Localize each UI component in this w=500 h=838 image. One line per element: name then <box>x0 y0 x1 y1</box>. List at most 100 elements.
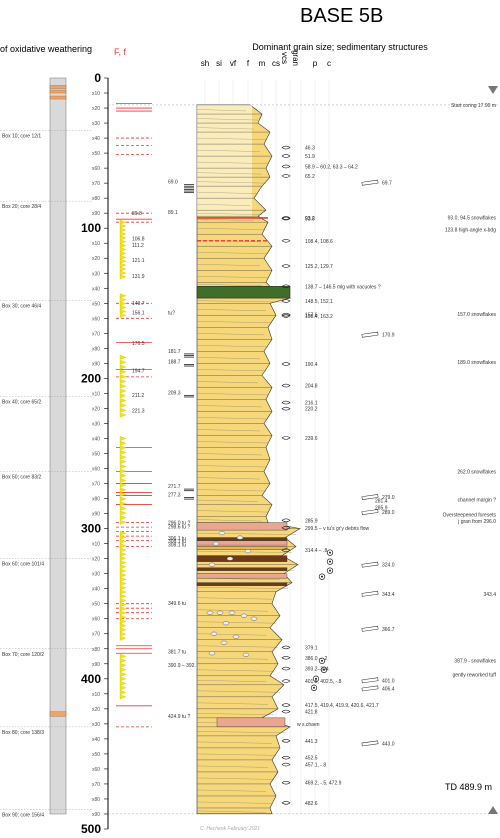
lamination-line <box>196 609 269 612</box>
depth-minor-label: x40 <box>92 587 100 593</box>
structure-label: 216.1 <box>305 401 318 407</box>
box-label: Box 50; core 83/2 <box>2 475 41 481</box>
credit: C. Hechenk February 2021 <box>200 826 260 832</box>
ff-label: 106.8 <box>132 236 145 242</box>
structure-label: 69.7 <box>382 181 392 187</box>
structure-label: 93.2 <box>305 216 315 222</box>
ff-arrow-icon <box>119 374 127 380</box>
structure-label: 138.7 – 146.5 mlg with vacuoles ? <box>305 284 381 290</box>
lamination-line <box>196 477 261 480</box>
ff-label: 149.7 <box>132 301 145 307</box>
ff-arrow-icon <box>119 477 127 483</box>
lamination-line <box>196 333 265 335</box>
box-label: Box 20; core 28/4 <box>2 204 41 210</box>
depth-minor-label: x40 <box>92 737 100 743</box>
ff-arrow-icon <box>119 407 127 413</box>
ff-arrow-icon <box>119 551 127 557</box>
tuff-interval <box>196 522 288 531</box>
ff-arrow-icon <box>119 412 127 418</box>
structure-label: 220.2 <box>305 407 318 413</box>
rip-up-clast-icon <box>361 509 379 515</box>
ripple-icon <box>281 703 291 707</box>
depth-minor-label: x90 <box>92 812 100 818</box>
lamination-line <box>196 645 279 648</box>
depth-minor-label: x80 <box>92 647 100 653</box>
lamination-line <box>196 551 293 553</box>
depth-minor-label: x60 <box>92 467 100 473</box>
depth-minor-label: x80 <box>92 497 100 503</box>
ripple-icon <box>281 284 291 289</box>
tephra-label: 308.1 tu <box>168 542 186 548</box>
depth-minor-label: x40 <box>92 136 100 142</box>
lamination-line <box>196 633 267 636</box>
depth-minor-label: x70 <box>92 331 100 337</box>
structure-label: 469.2, -.5, 472.9 <box>305 781 342 787</box>
lamination-line <box>196 753 277 756</box>
lamination-line <box>196 357 261 359</box>
ff-arrow-icon <box>119 393 127 399</box>
structure-label: 281.4 <box>375 499 388 505</box>
remark: Oversteepened foresets <box>443 512 497 518</box>
lamination-line <box>196 405 263 408</box>
tephra-label: 209.3 <box>168 390 181 396</box>
ff-arrow-icon <box>119 593 127 599</box>
grain-col-gran: gran <box>291 50 300 66</box>
mlg-interval <box>196 286 291 299</box>
ff-arrow-icon <box>119 685 127 691</box>
lamination-line <box>196 731 287 733</box>
lamination-line <box>196 789 267 792</box>
structure-label: 51.9 <box>305 154 315 160</box>
structure-label: 406.4 <box>382 686 395 692</box>
ff-arrow-icon <box>119 543 127 549</box>
ff-arrow-icon <box>119 247 127 252</box>
lamination-line <box>196 118 259 121</box>
ff-arrow-icon <box>119 293 127 299</box>
weathering-bar <box>49 77 67 815</box>
tephra-label: 296.0 tu ? <box>168 521 190 527</box>
ff-arrow-icon <box>119 614 127 620</box>
lamination-line <box>196 417 269 420</box>
ff-arrow-icon <box>119 547 127 553</box>
ff-arrow-icon <box>119 219 127 225</box>
ripple-icon <box>281 174 291 178</box>
depth-minor-label: x80 <box>92 346 100 352</box>
ripple-icon <box>281 436 291 440</box>
grain-col-m: m <box>259 59 266 68</box>
ff-arrow-icon <box>119 459 127 465</box>
depth-minor-label: x10 <box>92 542 100 548</box>
lamination-line <box>196 669 275 672</box>
lamination-line <box>196 810 267 813</box>
ff-arrow-icon <box>119 572 127 578</box>
structure-label: 314.4 – .8 <box>305 548 327 554</box>
ff-arrow-icon <box>119 388 127 394</box>
ff-arrow-icon <box>119 239 127 245</box>
ff-arrow-icon <box>119 576 127 582</box>
ff-arrow-icon <box>119 369 127 375</box>
lamination-line <box>196 161 269 164</box>
box-label: Box 60; core 101/4 <box>2 562 44 568</box>
grain-col-p: p <box>313 59 318 68</box>
ff-arrow-icon <box>119 312 127 318</box>
clast <box>228 610 236 615</box>
lamination-line <box>196 321 273 323</box>
ripple-icon <box>281 314 291 318</box>
ripple-icon <box>281 548 291 553</box>
depth-minor-label: x60 <box>92 316 100 322</box>
ff-arrow-icon <box>119 305 127 310</box>
depth-minor-label: x50 <box>92 151 100 157</box>
weathering-band <box>49 85 67 89</box>
ripple-icon <box>281 216 291 221</box>
remark: gently reworked tuff <box>452 672 496 678</box>
ff-arrow-icon <box>119 243 127 249</box>
tuff-interval <box>196 567 288 571</box>
clast <box>236 535 244 540</box>
ff-label: 131.9 <box>132 274 145 280</box>
structure-label: 279.0 <box>382 495 395 501</box>
tuff-interval <box>196 582 288 586</box>
depth-major-label: 200 <box>81 371 101 385</box>
ff-arrow-icon <box>119 597 127 603</box>
depth-minor-label: x30 <box>92 722 100 728</box>
tuff-interval <box>196 573 288 579</box>
ripple-icon <box>281 755 291 760</box>
